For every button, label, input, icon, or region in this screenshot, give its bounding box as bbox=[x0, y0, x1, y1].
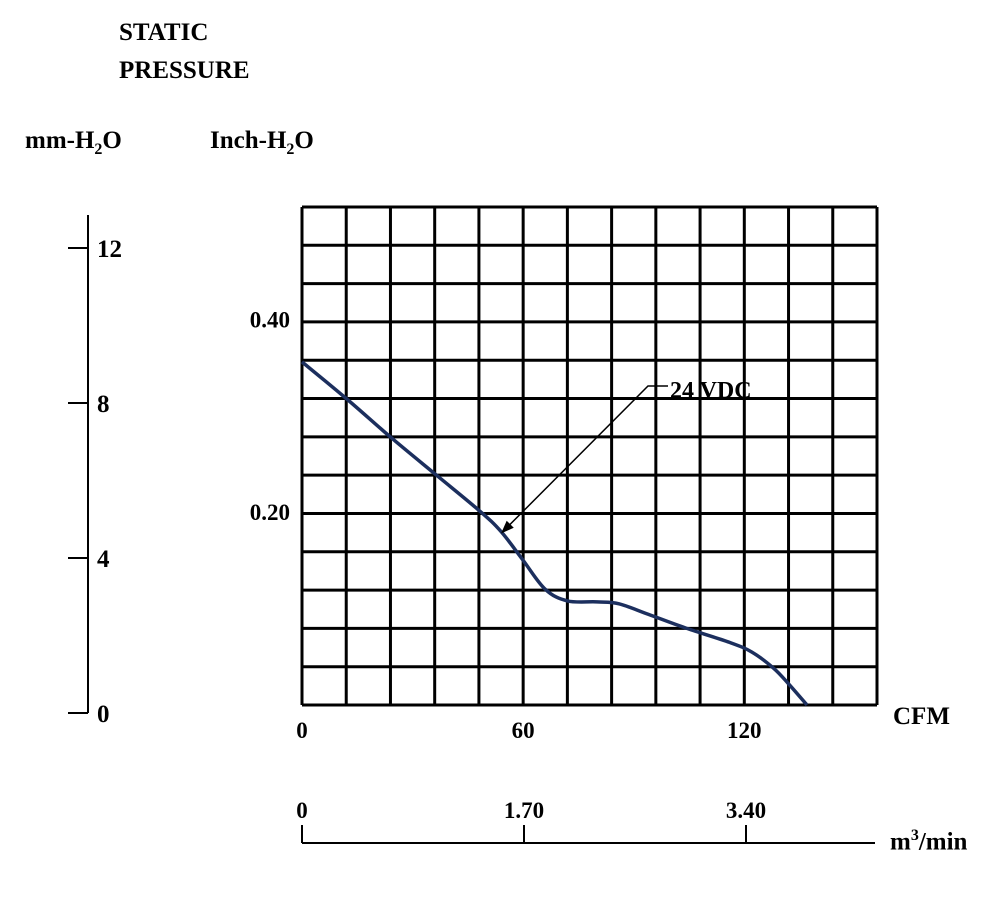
cfm-unit-label: CFM bbox=[893, 703, 950, 730]
chart-title-line1: STATIC bbox=[119, 19, 209, 46]
chart-grid bbox=[300, 205, 879, 707]
series-layer bbox=[300, 360, 809, 707]
x-tick-label: 60 bbox=[512, 718, 535, 743]
x-tick-label: 0 bbox=[296, 718, 308, 743]
mm-tick-label: 12 bbox=[97, 236, 122, 263]
m3-tick-label: 0 bbox=[296, 798, 308, 823]
m3-min-unit-label: m3/min bbox=[890, 827, 968, 856]
mm-tick-label: 8 bbox=[97, 391, 110, 418]
mm-h2o-unit-label: mm-H2O bbox=[25, 127, 122, 158]
mm-tick-label: 4 bbox=[97, 546, 110, 573]
tick-labels: 0 60 120 0.20 0.40 bbox=[250, 307, 762, 743]
chart-title-line2: PRESSURE bbox=[119, 57, 250, 84]
m3-min-axis: 0 1.70 3.40 bbox=[296, 798, 875, 844]
mm-h2o-axis: 0 4 8 12 bbox=[68, 215, 122, 728]
annotation-arrowhead bbox=[501, 520, 514, 534]
y-tick-label: 0.20 bbox=[250, 500, 290, 525]
m3-tick-label: 1.70 bbox=[504, 798, 544, 823]
annotation-leader-line bbox=[503, 385, 668, 531]
mm-tick-label: 0 bbox=[97, 701, 110, 728]
inch-h2o-unit-label: Inch-H2O bbox=[210, 127, 314, 158]
annotation-layer: 24 VDC bbox=[501, 378, 752, 534]
series-line-24vdc bbox=[300, 360, 809, 707]
y-tick-label: 0.40 bbox=[250, 307, 290, 332]
m3-tick-label: 3.40 bbox=[726, 798, 766, 823]
annotation-label-24vdc: 24 VDC bbox=[670, 378, 752, 404]
x-tick-label: 120 bbox=[727, 718, 762, 743]
